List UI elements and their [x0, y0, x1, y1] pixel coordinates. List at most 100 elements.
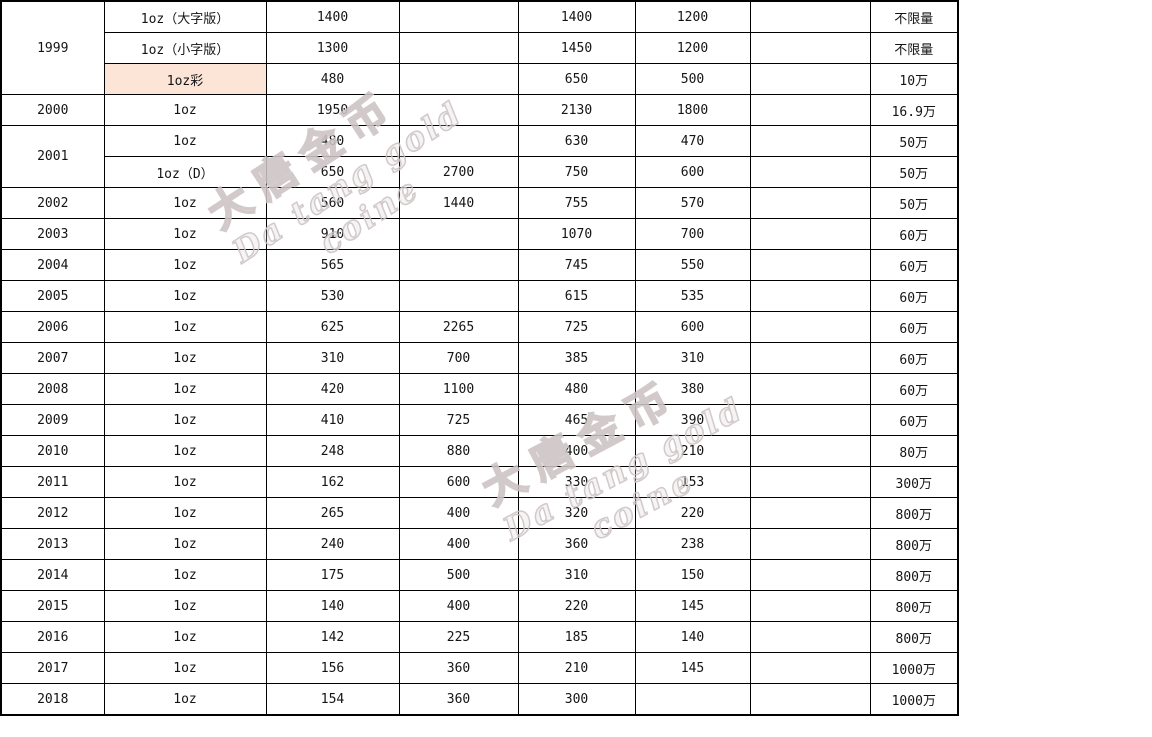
table-row: 2012 1oz 265 400 320 220 800万 — [0, 497, 959, 529]
table-row: 2017 1oz 156 360 210 145 1000万 — [0, 652, 959, 684]
table-row: 2007 1oz 310 700 385 310 60万 — [0, 342, 959, 374]
cell-value: 80万 — [869, 435, 959, 467]
cell-value: 600 — [634, 311, 751, 343]
cell-value: 360 — [398, 652, 519, 684]
cell-value: 1440 — [398, 187, 519, 219]
cell-value: 248 — [265, 435, 400, 467]
cell-value: 400 — [398, 528, 519, 560]
cell-value: 60万 — [869, 280, 959, 312]
cell-year: 2005 — [0, 280, 105, 312]
cell-spec: 1oz — [103, 528, 267, 560]
cell-value: 910 — [265, 218, 400, 250]
cell-value: 162 — [265, 466, 400, 498]
table-row: 1oz彩 480 650 500 10万 — [1, 63, 959, 95]
cell-value: 1950 — [265, 94, 400, 126]
cell-value: 650 — [265, 156, 400, 188]
table-row: 2002 1oz 560 1440 755 570 50万 — [0, 187, 959, 219]
table-row: 2011 1oz 162 600 330 153 300万 — [0, 466, 959, 498]
cell-value: 不限量 — [869, 0, 959, 33]
cell-value: 420 — [265, 373, 400, 405]
cell-value: 565 — [265, 249, 400, 281]
cell-value — [749, 311, 871, 343]
cell-value: 700 — [634, 218, 751, 250]
cell-spec: 1oz — [103, 559, 267, 591]
cell-value: 600 — [398, 466, 519, 498]
cell-spec: 1oz — [103, 311, 267, 343]
cell-value: 60万 — [869, 342, 959, 374]
cell-spec: 1oz — [103, 683, 267, 716]
cell-value: 745 — [517, 249, 636, 281]
cell-year: 2015 — [0, 590, 105, 622]
cell-value: 560 — [265, 187, 400, 219]
table-row: 2004 1oz 565 745 550 60万 — [0, 249, 959, 281]
cell-value: 185 — [517, 621, 636, 653]
cell-value: 500 — [634, 63, 751, 95]
cell-spec: 1oz — [103, 187, 267, 219]
cell-value: 238 — [634, 528, 751, 560]
cell-value: 300 — [517, 683, 636, 716]
table-row: 2014 1oz 175 500 310 150 800万 — [0, 559, 959, 591]
cell-value — [749, 63, 871, 95]
cell-value — [749, 342, 871, 374]
cell-value: 1100 — [398, 373, 519, 405]
cell-value: 60万 — [869, 249, 959, 281]
cell-value — [749, 125, 871, 157]
cell-value: 60万 — [869, 373, 959, 405]
cell-value: 50万 — [869, 156, 959, 188]
cell-year: 2001 — [0, 125, 105, 188]
cell-spec: 1oz — [103, 652, 267, 684]
cell-value: 750 — [517, 156, 636, 188]
cell-value: 310 — [517, 559, 636, 591]
table-row: 2005 1oz 530 615 535 60万 — [0, 280, 959, 312]
cell-value — [749, 683, 871, 716]
cell-value: 800万 — [869, 559, 959, 591]
cell-value: 1400 — [517, 0, 636, 33]
cell-value: 1400 — [265, 0, 400, 33]
cell-value: 265 — [265, 497, 400, 529]
cell-value: 175 — [265, 559, 400, 591]
table-row: 2006 1oz 625 2265 725 600 60万 — [0, 311, 959, 343]
cell-value — [749, 94, 871, 126]
cell-value — [749, 187, 871, 219]
cell-value: 140 — [634, 621, 751, 653]
cell-value: 390 — [634, 404, 751, 436]
cell-value — [749, 559, 871, 591]
cell-value — [398, 125, 519, 157]
cell-value: 755 — [517, 187, 636, 219]
cell-spec: 1oz（D） — [103, 156, 267, 188]
cell-value: 530 — [265, 280, 400, 312]
cell-spec: 1oz — [103, 404, 267, 436]
cell-value: 225 — [398, 621, 519, 653]
cell-value: 1800 — [634, 94, 751, 126]
table-row: 2015 1oz 140 400 220 145 800万 — [0, 590, 959, 622]
cell-value: 570 — [634, 187, 751, 219]
cell-value — [749, 0, 871, 33]
cell-value: 880 — [398, 435, 519, 467]
table-row: 2008 1oz 420 1100 480 380 60万 — [0, 373, 959, 405]
table-row: 1999 1oz（大字版） 1400 1400 1200 不限量 — [0, 0, 959, 95]
cell-value: 1300 — [265, 32, 400, 64]
cell-value: 不限量 — [869, 32, 959, 64]
cell-value: 330 — [517, 466, 636, 498]
table-row: 2018 1oz 154 360 300 1000万 — [0, 683, 959, 716]
cell-value — [398, 218, 519, 250]
cell-value: 725 — [517, 311, 636, 343]
cell-spec: 1oz — [103, 280, 267, 312]
cell-value: 400 — [517, 435, 636, 467]
cell-value — [749, 249, 871, 281]
cell-spec: 1oz — [103, 590, 267, 622]
cell-value — [749, 373, 871, 405]
table-row: 2009 1oz 410 725 465 390 60万 — [0, 404, 959, 436]
cell-year: 2018 — [0, 683, 105, 716]
cell-year: 2002 — [0, 187, 105, 219]
cell-value — [749, 156, 871, 188]
cell-value: 480 — [265, 125, 400, 157]
cell-value — [749, 404, 871, 436]
cell-year: 2009 — [0, 404, 105, 436]
cell-value: 50万 — [869, 187, 959, 219]
cell-spec: 1oz（小字版） — [103, 32, 267, 64]
cell-year: 2014 — [0, 559, 105, 591]
cell-value — [749, 528, 871, 560]
cell-value: 1000万 — [869, 652, 959, 684]
